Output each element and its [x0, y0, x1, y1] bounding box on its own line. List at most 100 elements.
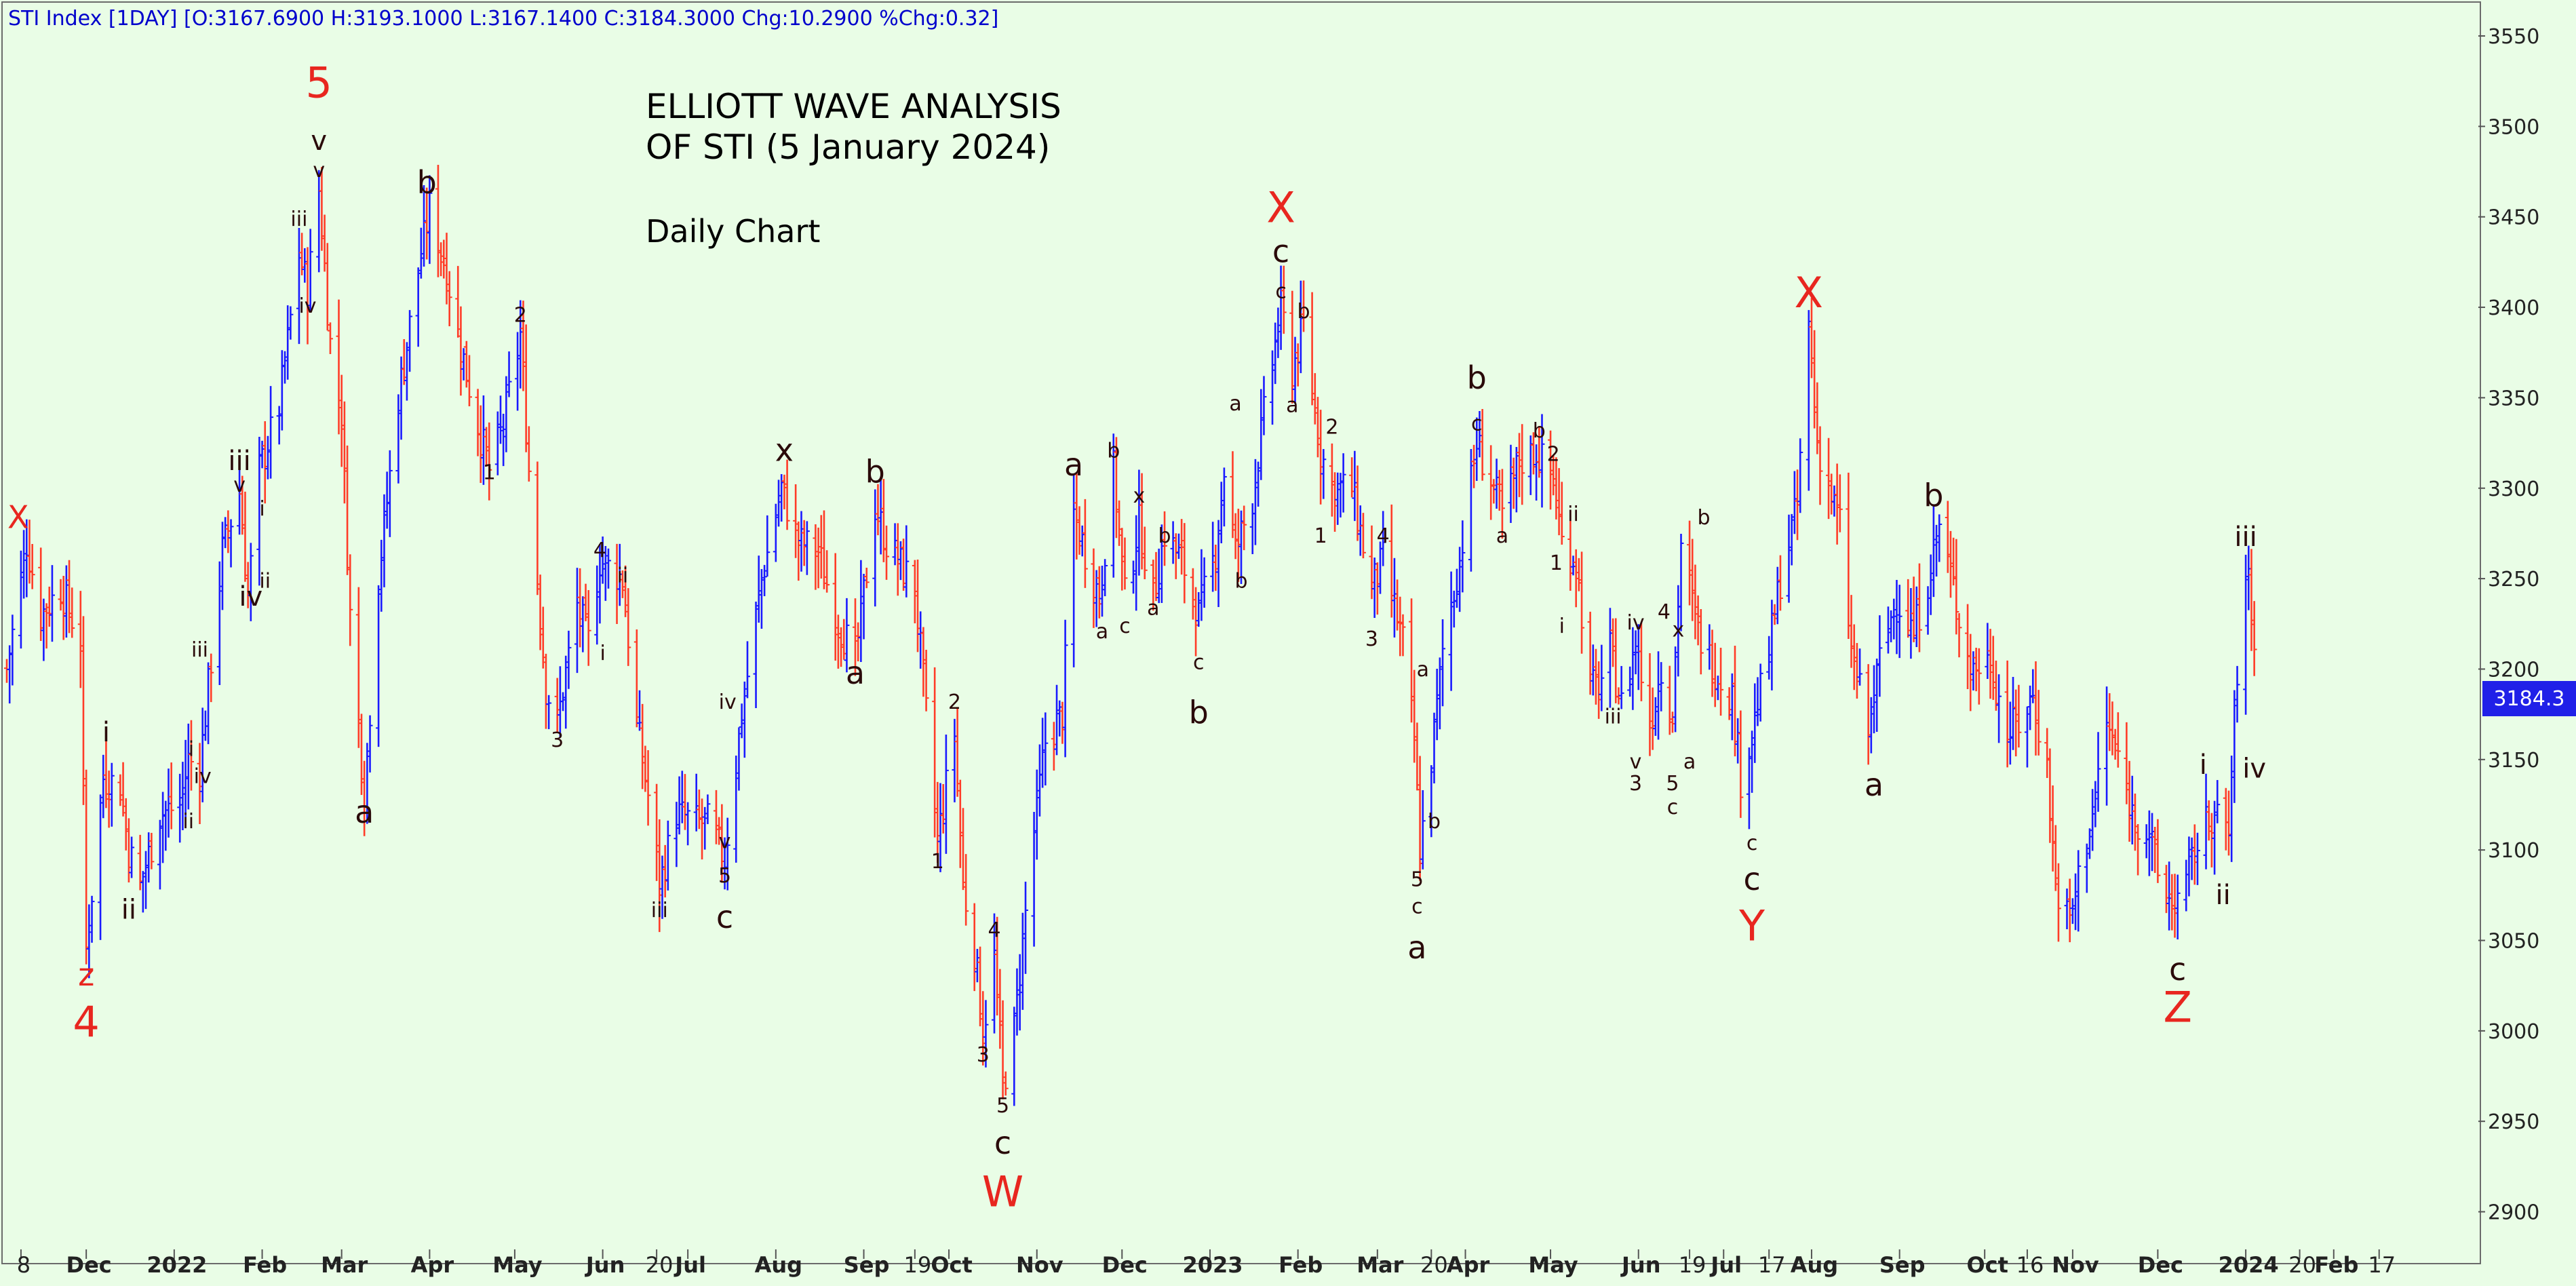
x-tick-label: Nov: [2052, 1252, 2099, 1278]
wave-label: v: [719, 830, 731, 853]
wave-label: ii: [1567, 503, 1579, 526]
wave-label: iv: [2242, 753, 2266, 784]
y-tick-label: 3500: [2488, 115, 2539, 139]
x-tick-label: Mar: [321, 1252, 368, 1278]
wave-label: 3: [1629, 772, 1642, 796]
wave-label: i: [2200, 749, 2207, 781]
x-tick-label: 2023: [1182, 1252, 1243, 1278]
wave-label: b: [1924, 477, 1943, 513]
x-tick-label: Oct: [931, 1252, 972, 1278]
wave-label: v: [233, 473, 246, 497]
last-price-label: 3184.3: [2482, 681, 2576, 716]
wave-label: 2: [1325, 416, 1338, 440]
wave-label: i: [259, 497, 265, 521]
x-tick-label: 19: [1679, 1252, 1706, 1278]
x-tick-label: Dec: [2138, 1252, 2183, 1278]
x-tick-label: 2022: [147, 1252, 207, 1278]
wave-label: 4: [1377, 524, 1390, 548]
wave-label: W: [982, 1167, 1023, 1217]
wave-label: ii: [121, 894, 136, 925]
wave-label: iii: [2234, 522, 2257, 553]
x-tick-label: 20: [646, 1252, 674, 1278]
x-tick-label: Feb: [2314, 1252, 2358, 1278]
chart-title: ELLIOTT WAVE ANALYSIS: [646, 87, 1061, 126]
y-tick-label: 3350: [2488, 387, 2539, 410]
plot-area: [1, 1, 2481, 1264]
wave-label: iv: [1627, 611, 1645, 635]
x-tick-label: May: [1528, 1252, 1578, 1278]
wave-label: c: [1272, 233, 1289, 269]
wave-label: 2: [948, 690, 961, 714]
x-tick-label: Nov: [1016, 1252, 1063, 1278]
wave-label: b: [1234, 569, 1247, 593]
wave-label: x: [1133, 484, 1145, 508]
wave-label: b: [1107, 439, 1120, 463]
y-tick-label: 2900: [2488, 1201, 2539, 1225]
symbol-info-bar: STI Index [1DAY] [O:3167.6900 H:3193.100…: [8, 7, 999, 31]
wave-label: iii: [1605, 705, 1622, 728]
x-tick-label: 2024: [2219, 1252, 2279, 1278]
wave-label: b: [1428, 810, 1441, 834]
x-tick-label: 17: [2368, 1252, 2396, 1278]
x-tick-label: Jul: [674, 1252, 706, 1278]
wave-label: v: [311, 125, 327, 157]
wave-label: c: [1471, 412, 1483, 435]
wave-label: 5: [1666, 772, 1679, 796]
wave-label: X: [1795, 268, 1823, 317]
wave-label: X: [7, 499, 29, 535]
wave-label: 3: [977, 1043, 990, 1067]
wave-label: c: [1411, 895, 1423, 918]
wave-label: a: [1865, 766, 1884, 803]
wave-label: c: [1667, 796, 1679, 819]
wave-label: 1: [1314, 524, 1327, 548]
wave-label: a: [1229, 392, 1241, 416]
wave-label: c: [716, 899, 733, 935]
x-tick-label: Aug: [755, 1252, 802, 1278]
x-tick-label: Apr: [411, 1252, 454, 1278]
wave-label: a: [1147, 596, 1159, 620]
wave-label: c: [1743, 861, 1760, 897]
wave-label: i: [189, 737, 194, 761]
y-tick-label: 3000: [2488, 1020, 2539, 1044]
wave-label: c: [2169, 951, 2186, 988]
x-tick-label: 20: [2288, 1252, 2316, 1278]
y-tick-label: 2950: [2488, 1110, 2539, 1134]
wave-label: 3: [551, 728, 564, 752]
wave-label: c: [1275, 280, 1287, 304]
x-tick-label: Sep: [1879, 1252, 1926, 1278]
wave-label: iv: [298, 294, 316, 318]
y-tick-label: 3400: [2488, 296, 2539, 320]
x-tick-label: 16: [2016, 1252, 2044, 1278]
wave-label: 5: [718, 864, 731, 888]
wave-label: iv: [194, 764, 212, 788]
wave-label: a: [1064, 446, 1083, 483]
wave-label: 5: [1411, 868, 1424, 891]
wave-label: Y: [1738, 901, 1765, 951]
wave-label: iii: [191, 638, 208, 662]
y-tick-label: 3450: [2488, 206, 2539, 230]
x-tick-label: Dec: [66, 1252, 112, 1278]
x-tick-label: Mar: [1357, 1252, 1403, 1278]
wave-label: X: [1266, 183, 1295, 233]
wave-label: b: [1158, 524, 1171, 548]
chart-subtitle: OF STI (5 January 2024): [646, 128, 1051, 167]
y-tick-label: 3200: [2488, 658, 2539, 682]
wave-label: 1: [931, 850, 944, 874]
wave-label: b: [1297, 300, 1310, 324]
wave-label: iii: [290, 208, 307, 231]
wave-label: a: [1286, 394, 1298, 418]
wave-label: iv: [239, 581, 262, 612]
wave-label: z: [78, 956, 94, 993]
wave-label: 4: [73, 997, 99, 1047]
wave-label: ii: [259, 569, 271, 593]
wave-label: b: [1533, 419, 1546, 443]
wave-label: 4: [593, 539, 606, 562]
wave-label: 1: [1550, 551, 1563, 575]
x-tick-label: 19: [903, 1252, 931, 1278]
wave-label: a: [1096, 620, 1108, 644]
chart-note: Daily Chart: [646, 213, 821, 250]
wave-label: a: [355, 794, 374, 830]
wave-label: v: [313, 159, 325, 182]
wave-label: i: [600, 642, 605, 665]
x-tick-label: Jun: [585, 1252, 625, 1278]
